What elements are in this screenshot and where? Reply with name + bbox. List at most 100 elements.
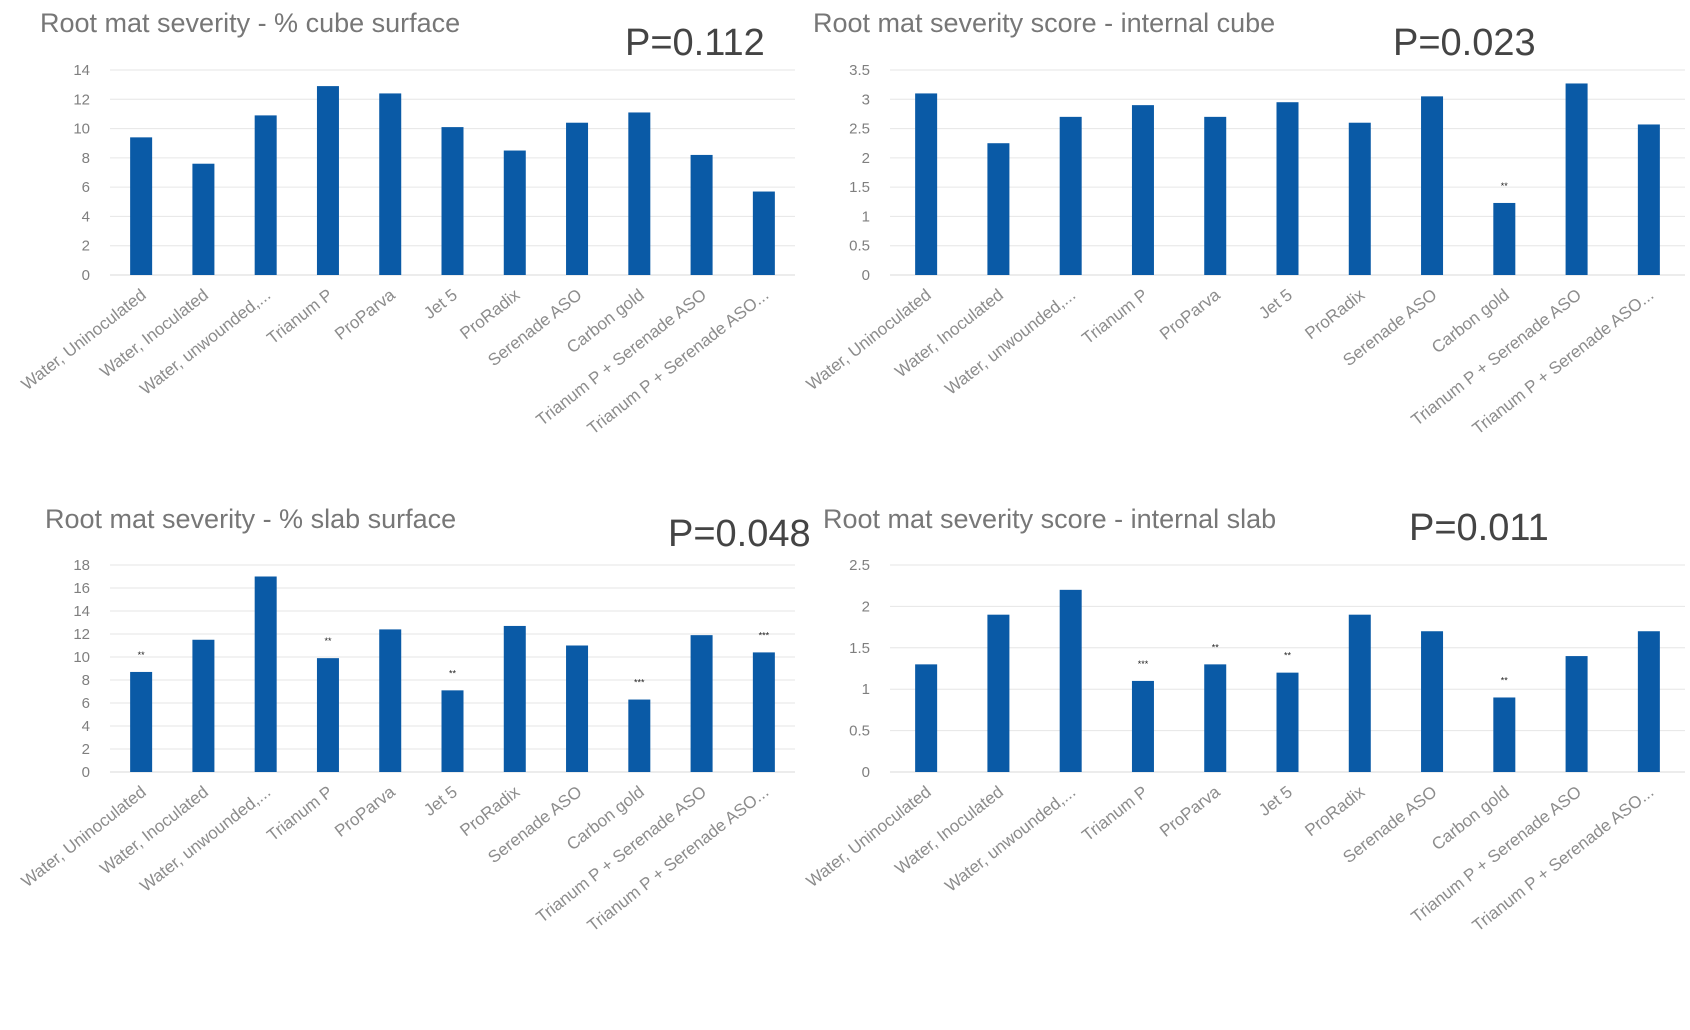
y-tick-label: 10 (73, 649, 90, 666)
y-tick-label: 16 (73, 580, 90, 597)
x-tick-label: Jet 5 (420, 285, 461, 323)
x-tick-label: Trianum P (1078, 285, 1151, 348)
chart-panel-internal-cube: 0 0.5 1 1.5 2 2.5 3 3.5 Water, Uninoculated Water… (803, 0, 1690, 515)
bar (1204, 664, 1227, 772)
bar (1493, 202, 1516, 275)
y-tick-label: 8 (82, 150, 90, 167)
p-value: P=0.023 (1393, 22, 1536, 64)
bar (1204, 116, 1227, 275)
bar (1276, 102, 1299, 275)
y-tick-label: 0.5 (849, 723, 870, 740)
significance-marker: ** (1284, 651, 1292, 661)
y-tick-label: 8 (82, 672, 90, 689)
x-tick-label: Water, Inoculated (96, 285, 211, 381)
x-tick-label: Water, unwounded,... (941, 782, 1079, 895)
y-tick-label: 12 (73, 91, 90, 108)
x-tick-label: ProRadix (1301, 285, 1368, 343)
bar (987, 143, 1010, 275)
y-tick-label: 12 (73, 626, 90, 643)
significance-marker: ** (1212, 642, 1220, 652)
x-tick-label: ProParva (331, 285, 399, 344)
p-value: P=0.011 (1409, 507, 1549, 549)
y-tick-label: 0.5 (849, 238, 870, 255)
y-tick-label: 1 (862, 681, 870, 698)
bar (1348, 122, 1371, 275)
y-tick-label: 14 (73, 603, 90, 620)
y-tick-label: 14 (73, 62, 90, 79)
bar (690, 635, 713, 772)
bar (1637, 124, 1660, 275)
bar (130, 671, 153, 772)
bar (192, 639, 215, 772)
bar (752, 652, 775, 772)
bar (915, 664, 938, 772)
bar (316, 658, 339, 772)
bar (1059, 116, 1082, 275)
bar (441, 127, 464, 275)
x-tick-label: ProParva (331, 782, 399, 841)
bar (1565, 656, 1588, 772)
bar (254, 115, 277, 276)
y-tick-label: 2.5 (849, 557, 870, 574)
x-tick-label: Jet 5 (1255, 285, 1296, 323)
bar (628, 699, 651, 772)
y-tick-label: 6 (82, 695, 90, 712)
significance-marker: ** (138, 650, 146, 660)
chart-title: Root mat severity - % slab surface (45, 504, 457, 534)
chart-title: Root mat severity score - internal slab (823, 504, 1277, 534)
x-tick-label: Jet 5 (1255, 782, 1296, 820)
y-tick-label: 10 (73, 121, 90, 138)
chart-panel-slab-surface: 0 2 4 6 8 10 12 14 16 18 ** Water, Uninoculated Wate… (0, 506, 845, 1030)
bar (192, 163, 215, 275)
y-tick-label: 2 (862, 598, 870, 615)
bar (316, 86, 339, 275)
p-value: P=0.112 (625, 22, 765, 64)
y-tick-label: 0 (862, 764, 870, 781)
chart-title: Root mat severity - % cube surface (40, 8, 461, 38)
bar (254, 576, 277, 772)
significance-marker: ** (324, 636, 332, 646)
x-tick-label: Water, Inoculated (96, 782, 211, 878)
bar (441, 690, 464, 772)
chart-panel-cube-surface: 0 2 4 6 8 10 12 14 Water, Uninoculated Water, Ino… (0, 0, 845, 515)
bar (503, 150, 526, 275)
x-tick-label: Trianum P (263, 285, 336, 348)
bar (1276, 672, 1299, 772)
bar (130, 137, 153, 275)
bar (1421, 96, 1444, 275)
y-tick-label: 6 (82, 179, 90, 196)
x-tick-label: ProRadix (1301, 782, 1368, 840)
chart-panel-internal-slab: 0 0.5 1 1.5 2 2.5 Water, Uninoculated Water, In… (803, 506, 1690, 1030)
significance-marker: ** (1501, 181, 1509, 191)
bar (1131, 105, 1154, 276)
bar (1059, 589, 1082, 772)
chart-title: Root mat severity score - internal cube (813, 8, 1276, 38)
y-tick-label: 3 (862, 91, 870, 108)
bar (503, 625, 526, 772)
bar (987, 614, 1010, 772)
x-tick-label: Jet 5 (420, 782, 461, 820)
significance-marker: ** (449, 668, 457, 678)
significance-marker: *** (1138, 659, 1149, 669)
bar (379, 629, 402, 772)
y-tick-label: 3.5 (849, 62, 870, 79)
bar (1131, 680, 1154, 772)
y-tick-label: 1 (862, 208, 870, 225)
y-tick-label: 0 (82, 267, 90, 284)
bar (628, 112, 651, 275)
x-tick-label: ProParva (1156, 782, 1224, 841)
bar (1637, 631, 1660, 772)
x-tick-label: Trianum P (263, 782, 336, 845)
significance-marker: *** (634, 678, 645, 688)
y-tick-label: 1.5 (849, 179, 870, 196)
y-tick-label: 4 (82, 718, 90, 735)
bar (752, 191, 775, 275)
bar (690, 154, 713, 275)
y-tick-label: 2.5 (849, 121, 870, 138)
p-value: P=0.048 (668, 513, 811, 555)
bar (566, 122, 589, 275)
y-tick-label: 18 (73, 557, 90, 574)
